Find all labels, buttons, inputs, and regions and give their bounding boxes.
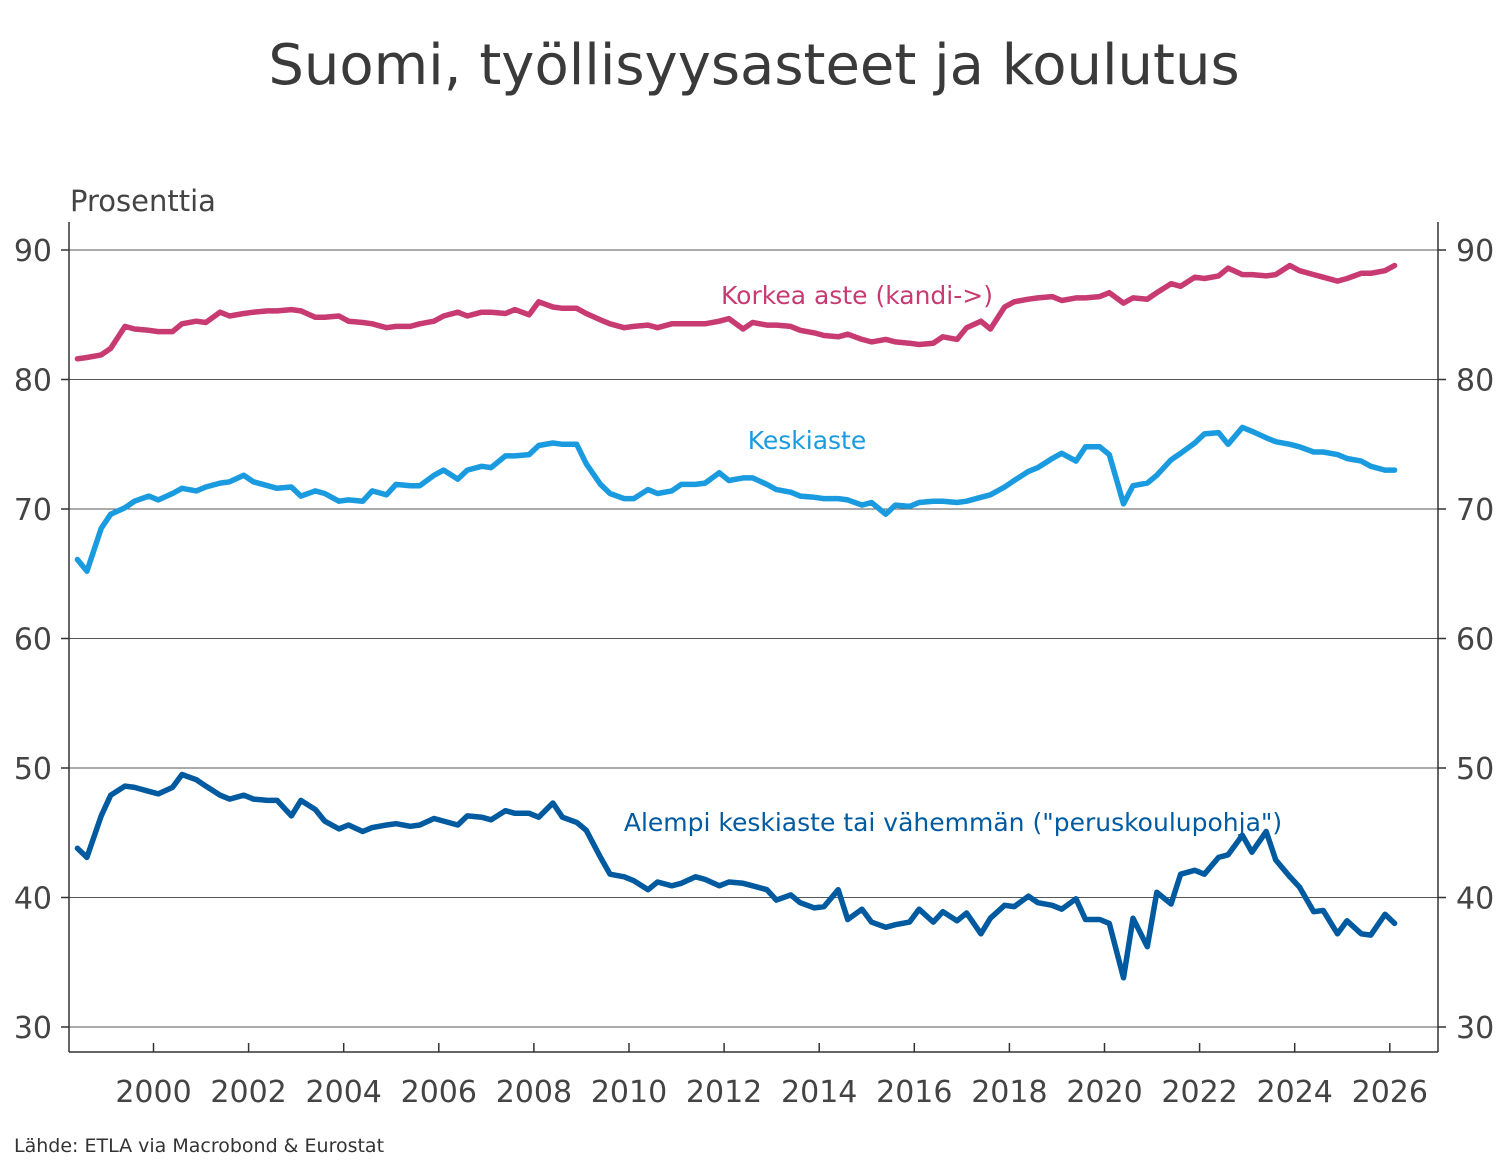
chart-title: Suomi, työllisyysasteet ja koulutus <box>268 33 1239 98</box>
y-tick-label-right: 30 <box>1456 1011 1494 1046</box>
series-label-korkea-aste: Korkea aste (kandi->) <box>721 281 993 310</box>
series-lines <box>74 262 1398 981</box>
y-tick-label-left: 90 <box>14 234 52 269</box>
y-tick-label-left: 80 <box>14 364 52 399</box>
series-line-alempi-keskiaste <box>74 771 1398 981</box>
series-label-keskiaste: Keskiaste <box>748 426 867 455</box>
y-tick-label-left: 70 <box>14 493 52 528</box>
x-tick-label: 2016 <box>876 1075 952 1110</box>
x-tick-label: 2010 <box>591 1075 667 1110</box>
x-tick-label: 2026 <box>1352 1075 1428 1110</box>
x-tick-label: 2000 <box>115 1075 191 1110</box>
y-tick-label-right: 80 <box>1456 364 1494 399</box>
y-tick-label-right: 90 <box>1456 234 1494 269</box>
source-note: Lähde: ETLA via Macrobond & Eurostat <box>14 1135 384 1157</box>
x-tick-label: 2002 <box>210 1075 286 1110</box>
y-tick-label-right: 40 <box>1456 882 1494 917</box>
x-tick-label: 2018 <box>971 1075 1047 1110</box>
y-tick-label-right: 50 <box>1456 752 1494 787</box>
x-tick-label: 2014 <box>781 1075 857 1110</box>
series-line-keskiaste <box>74 424 1398 574</box>
y-tick-label-left: 40 <box>14 882 52 917</box>
y-tick-label-left: 30 <box>14 1011 52 1046</box>
y-tick-label-left: 60 <box>14 623 52 658</box>
x-tick-label: 2004 <box>306 1075 382 1110</box>
series-labels: Korkea aste (kandi->) Keskiaste Alempi kes… <box>624 281 1282 837</box>
series-label-alempi-keskiaste: Alempi keskiaste tai vähemmän ("peruskou… <box>624 808 1282 837</box>
x-tick-label: 2008 <box>496 1075 572 1110</box>
series-line-korkea-aste <box>74 262 1398 362</box>
y-axis-label: Prosenttia <box>70 184 216 218</box>
x-tick-label: 2012 <box>686 1075 762 1110</box>
x-tick-label: 2006 <box>401 1075 477 1110</box>
gridlines <box>69 249 1438 1028</box>
axes: 30 30 40 40 50 50 60 60 70 70 80 80 90 90 2000 2002 2004… <box>14 222 1494 1110</box>
x-tick-label: 2020 <box>1066 1075 1142 1110</box>
y-tick-label-right: 60 <box>1456 623 1494 658</box>
y-tick-label-left: 50 <box>14 752 52 787</box>
x-tick-label: 2024 <box>1257 1075 1333 1110</box>
x-tick-label: 2022 <box>1161 1075 1237 1110</box>
y-tick-label-right: 70 <box>1456 493 1494 528</box>
